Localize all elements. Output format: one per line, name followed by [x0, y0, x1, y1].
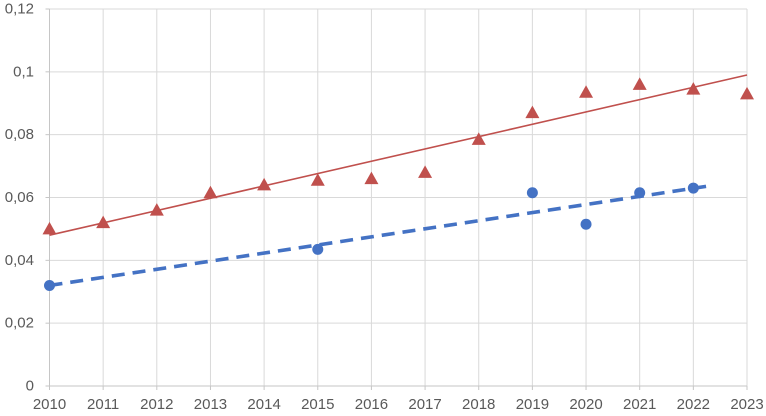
x-tick-label: 2016	[355, 396, 388, 413]
x-tick-label: 2018	[462, 396, 495, 413]
red-triangle-marker	[579, 85, 594, 98]
blue-circle-marker	[312, 243, 324, 255]
red-triangle-marker	[740, 86, 754, 100]
blue-dashed-trendline	[49, 184, 710, 288]
red-triangle-marker	[632, 77, 647, 90]
x-tick-label: 2012	[140, 396, 173, 413]
x-tick-label: 2013	[194, 396, 227, 413]
x-tick-label: 2014	[247, 396, 280, 413]
red-triangle-marker	[364, 171, 379, 185]
y-tick-label: 0,02	[5, 315, 34, 332]
blue-circle-marker	[580, 218, 592, 230]
y-tick-label: 0,12	[5, 1, 34, 18]
red-triangle-marker	[686, 82, 701, 95]
red-triangle-marker	[203, 185, 218, 199]
x-tick-label: 2022	[677, 396, 710, 413]
blue-circle-marker	[526, 187, 538, 199]
x-tick-label: 2023	[730, 396, 763, 413]
x-tick-label: 2011	[87, 396, 119, 413]
x-tick-label: 2010	[33, 396, 66, 413]
red-triangle-marker	[471, 132, 486, 145]
red-triangle-marker	[96, 215, 111, 229]
x-tick-label: 2019	[516, 396, 549, 413]
x-tick-label: 2020	[569, 396, 602, 413]
y-tick-label: 0,06	[5, 189, 34, 206]
red-linear-trendline	[49, 74, 748, 236]
x-tick-label: 2015	[301, 396, 334, 413]
y-tick-label: 0	[26, 378, 34, 395]
red-triangle-marker	[149, 203, 164, 216]
y-tick-label: 0,08	[5, 126, 34, 143]
y-tick-label: 0,1	[13, 63, 34, 80]
red-triangle-marker	[310, 173, 325, 186]
red-triangle-marker	[42, 221, 57, 235]
red-triangle-marker	[525, 105, 540, 119]
y-tick-label: 0,04	[5, 252, 34, 269]
x-tick-label: 2021	[623, 396, 656, 413]
red-triangle-marker	[418, 165, 433, 178]
x-tick-label: 2017	[408, 396, 441, 413]
